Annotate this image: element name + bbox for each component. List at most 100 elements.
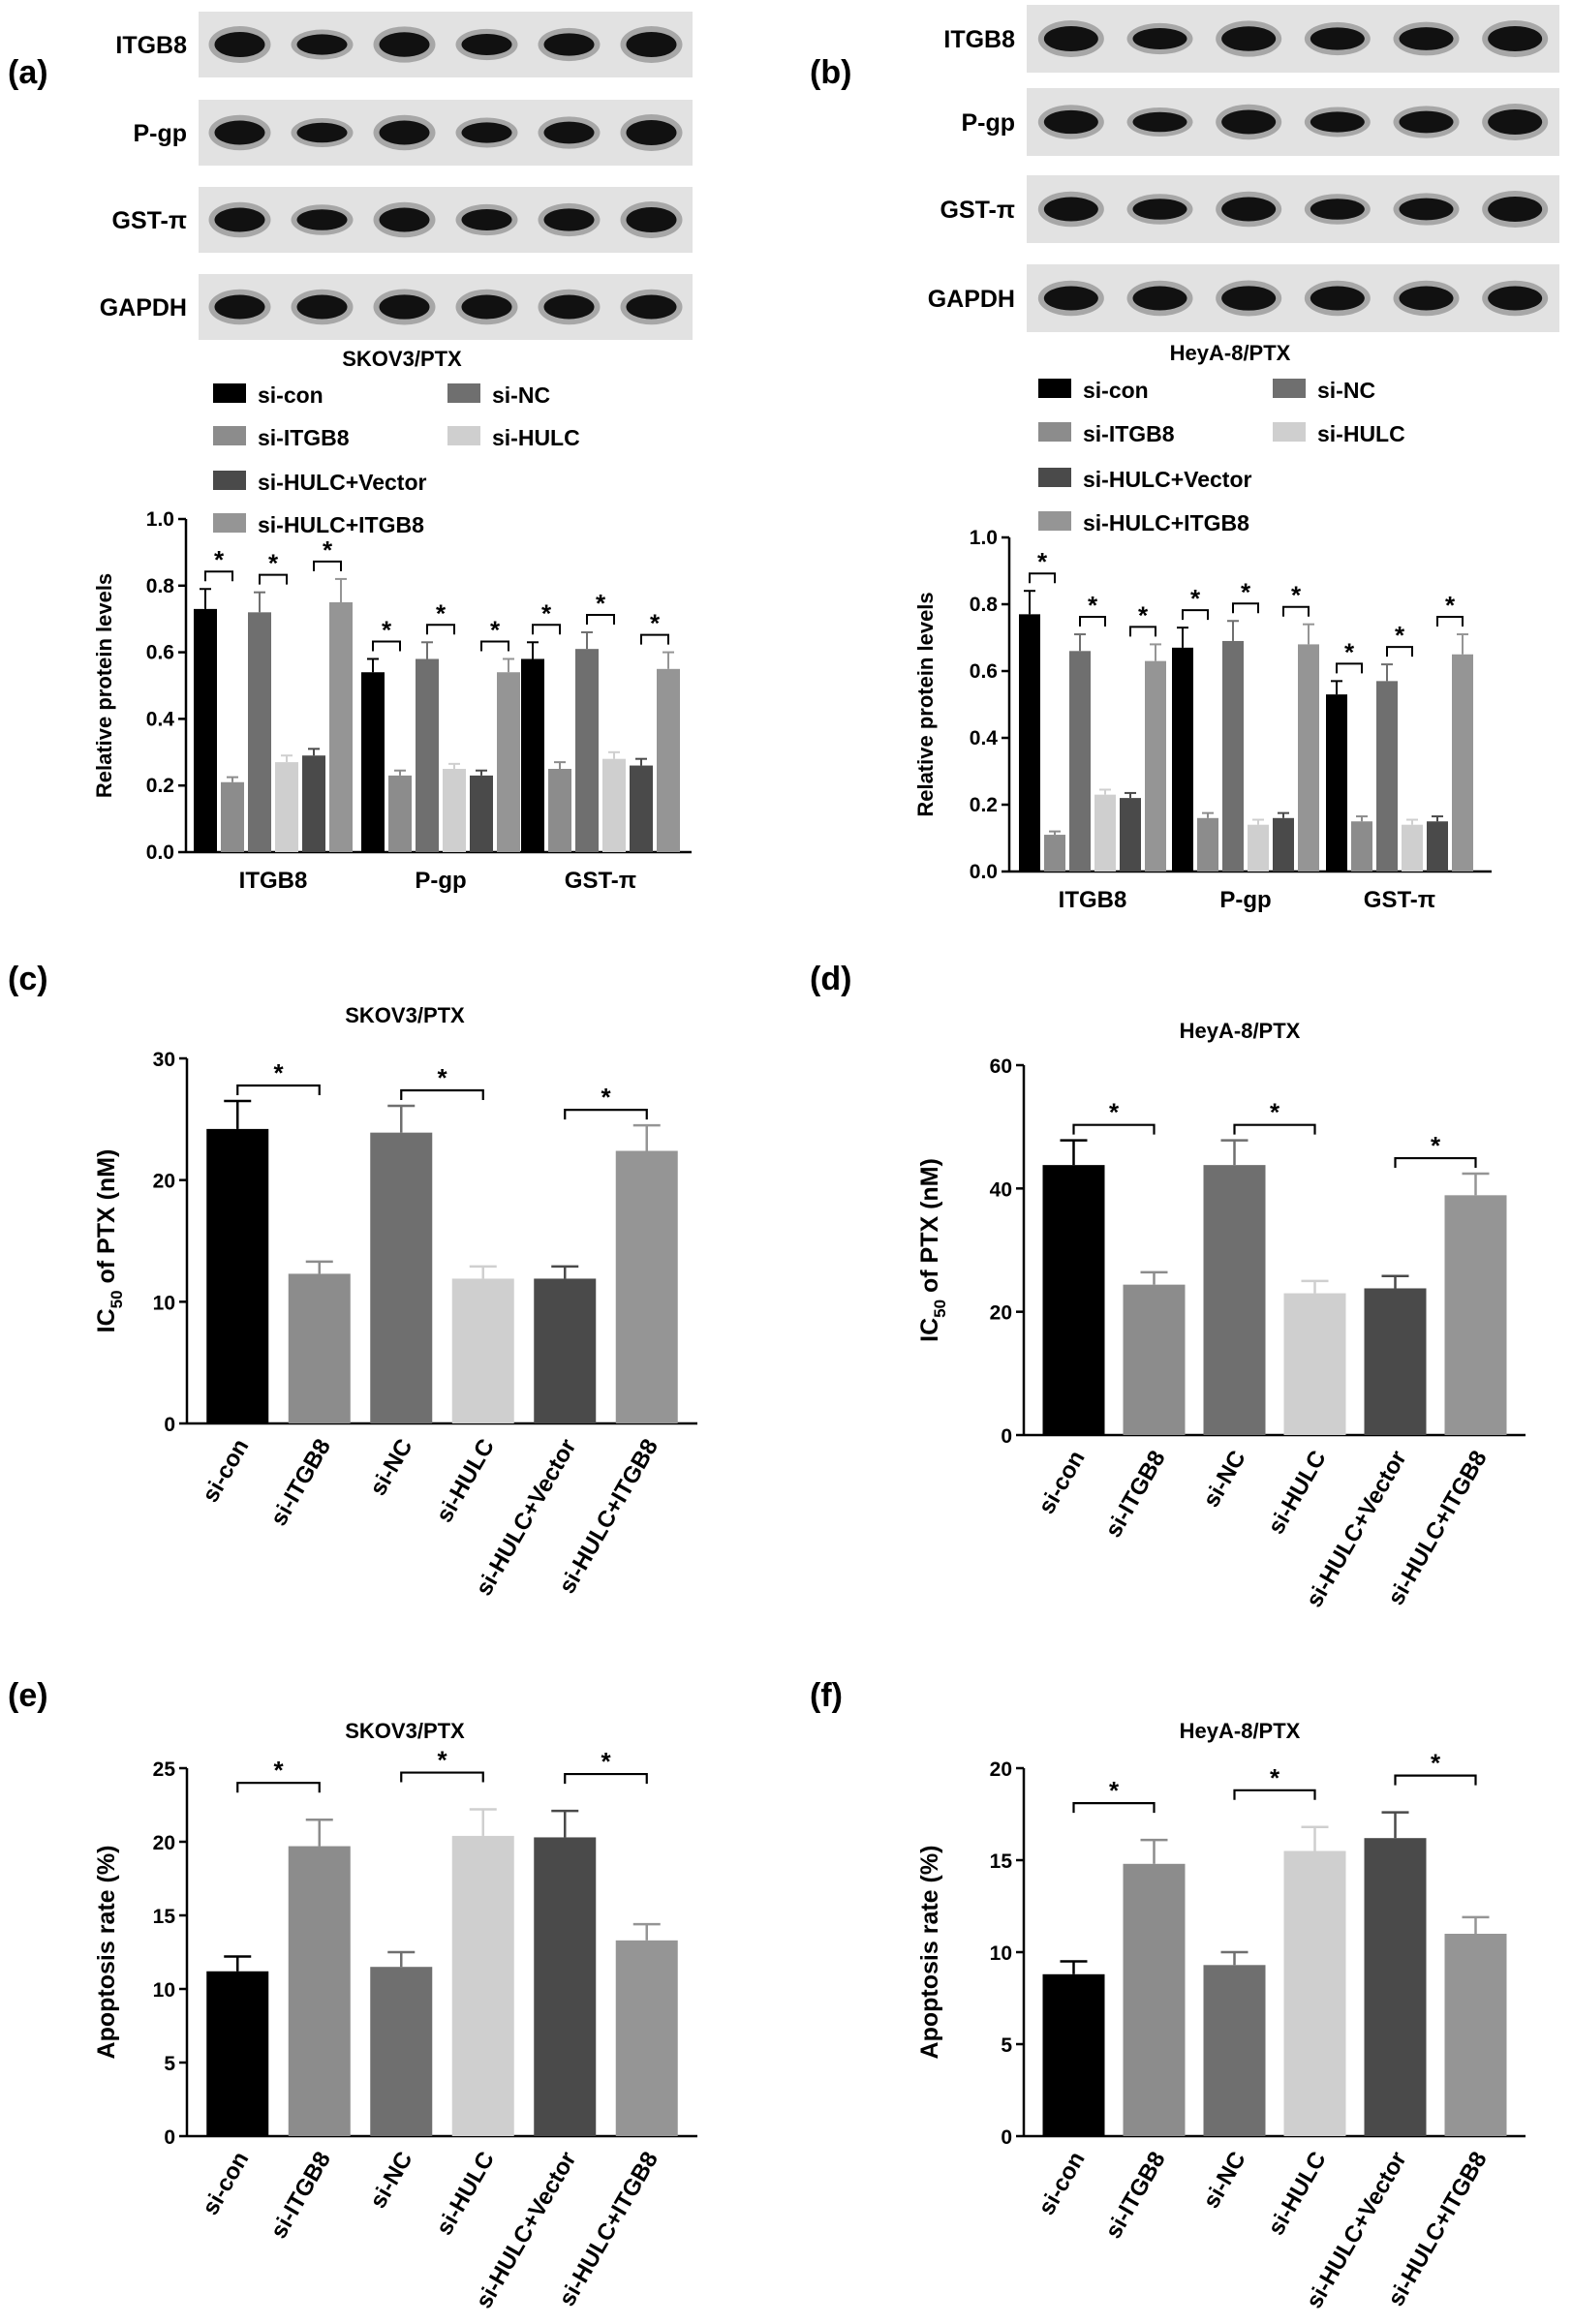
significance-bracket bbox=[532, 624, 561, 635]
chart-title: HeyA-8/PTX bbox=[1180, 1719, 1301, 1743]
bar-si-itgb8 bbox=[221, 781, 244, 852]
bar-si-hulc bbox=[1283, 1850, 1346, 2136]
bar-si-con bbox=[1042, 1165, 1105, 1435]
y-tick-label: 10 bbox=[990, 1942, 1012, 1965]
blot-strip bbox=[199, 100, 693, 166]
blot-band bbox=[1132, 199, 1187, 220]
blot-label-itgb8: ITGB8 bbox=[115, 32, 187, 59]
bar-si-hulc-itgb8 bbox=[497, 672, 520, 852]
bar-si-hulc-itgb8 bbox=[1444, 1195, 1507, 1435]
significance-star: * bbox=[436, 598, 447, 627]
blot-band bbox=[296, 209, 348, 230]
bar-si-con bbox=[361, 672, 385, 852]
bar-si-hulc bbox=[1248, 824, 1269, 872]
significance-star: * bbox=[1088, 591, 1098, 620]
significance-bracket bbox=[480, 640, 509, 652]
panel-label: (e) bbox=[8, 1677, 48, 1714]
blot-band bbox=[1043, 197, 1098, 222]
y-axis-label-subscript: 50 bbox=[108, 1290, 126, 1308]
chart-title: SKOV3/PTX bbox=[345, 1719, 465, 1743]
y-tick-label: 0 bbox=[1001, 2126, 1012, 2149]
y-tick-label: 0 bbox=[1001, 1425, 1012, 1448]
significance-star: * bbox=[1190, 584, 1201, 613]
y-axis-label: IC50 of PTX (nM) bbox=[916, 1158, 949, 1342]
bar-si-itgb8 bbox=[1197, 817, 1218, 872]
legend-swatch bbox=[213, 426, 246, 445]
bar-si-hulc-vector bbox=[1364, 1288, 1427, 1435]
legend-label: si-HULC bbox=[492, 425, 580, 450]
bar-si-hulc bbox=[451, 1835, 514, 2136]
blot-band bbox=[543, 208, 595, 231]
blot-band bbox=[379, 120, 430, 145]
y-tick-label: 20 bbox=[153, 1171, 175, 1193]
y-axis-label-subscript: 50 bbox=[931, 1300, 949, 1318]
bar-si-nc bbox=[1203, 1165, 1266, 1435]
bar-si-hulc-itgb8 bbox=[1298, 644, 1319, 872]
blot-band bbox=[461, 122, 512, 143]
blot-band bbox=[1488, 26, 1543, 51]
y-tick-label: 0.2 bbox=[970, 794, 998, 816]
blot-band bbox=[461, 294, 512, 320]
bar-si-itgb8 bbox=[388, 775, 412, 852]
blot-strip bbox=[1027, 5, 1559, 73]
y-tick-label: 0 bbox=[164, 1414, 175, 1436]
bar-si-itgb8 bbox=[288, 1846, 351, 2136]
significance-star: * bbox=[490, 615, 501, 644]
bar-si-hulc-vector bbox=[534, 1278, 597, 1423]
legend-swatch bbox=[1273, 422, 1306, 442]
bar-si-itgb8 bbox=[1123, 1284, 1186, 1435]
legend-swatch bbox=[1038, 511, 1071, 531]
blot-band bbox=[626, 32, 677, 57]
blot-band bbox=[1043, 109, 1098, 135]
blot-label-gst: GST-π bbox=[940, 197, 1015, 224]
y-axis-label-part: IC bbox=[93, 1308, 120, 1332]
bar-si-itgb8 bbox=[288, 1273, 351, 1423]
blot-label-pgp: P-gp bbox=[961, 109, 1015, 137]
significance-star: * bbox=[1109, 1776, 1120, 1805]
blot-band bbox=[214, 207, 265, 232]
bar-si-hulc-itgb8 bbox=[657, 668, 680, 852]
y-tick-label: 0.0 bbox=[146, 841, 174, 864]
significance-star: * bbox=[1395, 621, 1405, 650]
chart-title: SKOV3/PTX bbox=[342, 347, 462, 371]
significance-star: * bbox=[1109, 1098, 1120, 1127]
panel-label: (d) bbox=[810, 961, 851, 997]
bar-si-con bbox=[206, 1128, 269, 1423]
legend-label: si-HULC bbox=[1317, 421, 1405, 446]
chart-title: HeyA-8/PTX bbox=[1180, 1019, 1301, 1043]
blot-label-gapdh: GAPDH bbox=[928, 286, 1015, 313]
y-tick-label: 30 bbox=[153, 1049, 175, 1071]
bar-si-hulc-vector bbox=[630, 765, 653, 852]
y-axis-label-part: IC bbox=[916, 1318, 943, 1342]
y-axis-label: Apoptosis rate (%) bbox=[93, 1846, 120, 2060]
bar-si-nc bbox=[370, 1132, 433, 1423]
blot-band bbox=[543, 33, 595, 56]
bar-si-hulc bbox=[1094, 794, 1116, 872]
y-tick-label: 10 bbox=[153, 1292, 175, 1314]
significance-bracket bbox=[1282, 605, 1310, 617]
y-tick-label: 0.4 bbox=[970, 727, 999, 749]
legend-label: si-HULC+Vector bbox=[1083, 467, 1252, 492]
category-label: P-gp bbox=[1219, 887, 1271, 913]
blot-band bbox=[296, 294, 348, 320]
significance-bracket bbox=[204, 570, 233, 582]
legend-label: si-HULC+ITGB8 bbox=[258, 512, 424, 537]
bar-si-hulc-vector bbox=[1427, 821, 1448, 872]
bar-si-hulc-vector bbox=[1364, 1838, 1427, 2136]
significance-bracket bbox=[400, 1771, 484, 1783]
legend-label: si-NC bbox=[1317, 378, 1375, 403]
bar-si-hulc bbox=[451, 1278, 514, 1423]
blot-band bbox=[1310, 199, 1365, 220]
significance-bracket bbox=[586, 613, 615, 625]
blot-band bbox=[1132, 286, 1187, 311]
y-tick-label: 20 bbox=[990, 1758, 1012, 1781]
blot-band bbox=[626, 207, 677, 232]
significance-star: * bbox=[541, 598, 552, 627]
significance-star: * bbox=[601, 1083, 611, 1112]
significance-bracket bbox=[1232, 602, 1259, 614]
significance-bracket bbox=[426, 624, 455, 635]
blot-label-gapdh: GAPDH bbox=[100, 294, 187, 321]
category-label: GST-π bbox=[1364, 887, 1435, 913]
legend-label: si-con bbox=[258, 382, 324, 408]
bar-si-con bbox=[194, 608, 217, 852]
